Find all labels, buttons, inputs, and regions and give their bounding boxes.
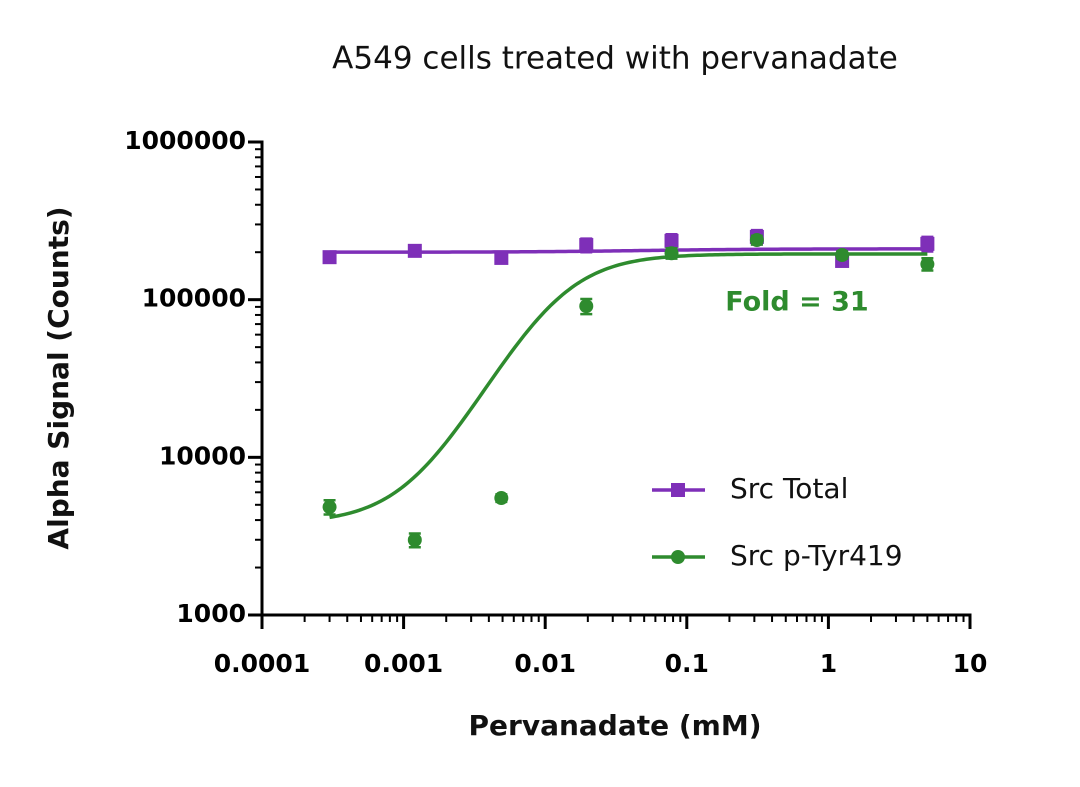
fit-curve: [329, 252, 928, 520]
x-tick-label: 0.01: [514, 649, 576, 678]
y-tick-label: 100000: [142, 284, 246, 313]
x-tick-label: 0.1: [665, 649, 709, 678]
data-point: [407, 243, 422, 258]
data-point: [664, 246, 679, 261]
data-point: [920, 257, 935, 272]
fit-curve: [329, 247, 928, 254]
annotation: Fold = 31: [725, 287, 868, 318]
x-tick-label: 0.0001: [214, 649, 310, 678]
data-point: [407, 533, 422, 548]
chart-title: A549 cells treated with pervanadate: [332, 41, 898, 77]
data-point: [835, 247, 850, 262]
y-tick-label: 1000000: [124, 126, 246, 155]
y-tick-label: 10000: [159, 441, 246, 470]
legend-marker: [671, 483, 685, 497]
x-tick-label: 10: [953, 649, 988, 678]
data-point: [322, 250, 337, 265]
data-point: [494, 491, 509, 506]
x-tick-label: 0.001: [364, 649, 443, 678]
data-point: [322, 500, 337, 515]
data-point: [664, 233, 679, 248]
y-tick-label: 1000: [176, 599, 246, 628]
data-point: [749, 233, 764, 248]
data-point: [494, 250, 509, 265]
x-tick-label: 1: [820, 649, 837, 678]
data-point: [579, 299, 594, 314]
x-axis-label: Pervanadate (mM): [469, 709, 762, 742]
legend-marker: [671, 550, 685, 564]
data-point: [920, 236, 935, 251]
data-point: [579, 238, 594, 253]
legend-label: Src p-Tyr419: [730, 539, 903, 572]
y-axis-label: Alpha Signal (Counts): [42, 206, 75, 549]
legend-label: Src Total: [730, 472, 848, 505]
